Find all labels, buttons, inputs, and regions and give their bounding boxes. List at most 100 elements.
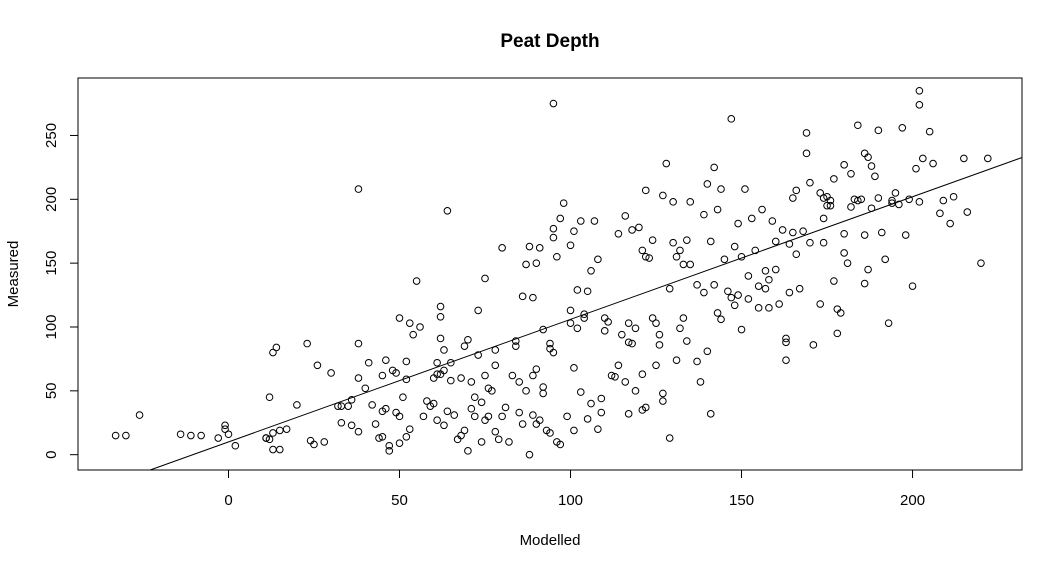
data-point [457,374,465,382]
data-point [573,324,582,333]
data-point [395,439,404,447]
data-point [624,410,633,418]
data-point [730,242,739,251]
data-point [713,309,722,317]
data-point [816,300,825,308]
data-point [693,357,701,366]
data-point [635,223,643,232]
data-point [364,358,373,367]
data-point [529,411,537,419]
data-point [795,284,804,293]
data-point [505,438,513,446]
data-point [819,238,828,247]
data-point [474,306,482,315]
data-point [665,434,674,442]
data-point [881,255,889,264]
data-point [488,387,496,395]
data-point [440,421,448,430]
data-point [963,208,972,216]
data-point [908,282,917,290]
data-point [590,217,599,225]
data-point [511,337,520,345]
data-point [840,161,848,169]
data-point [662,159,671,168]
data-point [741,185,749,193]
data-point [874,194,883,202]
data-point [221,421,229,430]
data-point [655,341,664,349]
data-point [775,300,783,308]
x-tick-label: 150 [729,492,754,509]
data-point [539,325,547,334]
data-point [734,291,742,299]
data-point [826,201,835,210]
data-point [765,275,773,284]
data-point [686,260,695,269]
data-point [607,371,616,380]
data-point [187,431,195,440]
data-point [823,201,831,210]
data-point [275,445,284,454]
data-point [382,356,390,364]
data-point [361,384,370,393]
data-point [679,260,688,269]
x-tick-label: 50 [391,492,408,509]
data-point [354,185,363,193]
data-point [710,163,718,172]
data-point [833,329,842,338]
data-point [576,388,585,396]
data-point [214,434,223,442]
data-point [778,226,787,234]
data-point [727,293,736,302]
data-point [628,226,636,234]
data-point [898,123,907,132]
data-point [628,339,636,348]
y-tick-label: 50 [43,382,60,399]
data-point [768,217,777,225]
data-point [423,397,431,405]
data-point [884,319,893,327]
data-point [614,361,623,370]
data-point [320,438,329,446]
data-point [915,198,924,206]
data-point [535,416,544,425]
data-point [819,194,828,202]
data-point [436,334,445,343]
data-point [809,341,818,349]
data-point [293,401,301,409]
data-point [464,335,472,344]
data-point [467,404,476,413]
data-point [436,302,445,311]
data-point [621,378,630,386]
data-point [498,412,506,421]
data-point [498,244,506,252]
data-point [303,339,311,348]
data-point [447,358,455,367]
data-point [570,227,578,236]
data-point [669,198,677,206]
data-point [518,420,527,428]
data-point [477,438,486,446]
data-point [652,361,660,370]
data-point [275,426,284,435]
data-point [546,429,554,437]
data-point [313,361,322,370]
data-point [949,192,958,201]
data-point [539,383,547,391]
data-point [854,121,862,130]
data-point [891,189,900,197]
data-point [111,431,120,440]
data-point [597,394,606,403]
data-point [269,348,277,357]
data-point [672,252,681,261]
data-point [443,407,452,416]
data-point [693,281,701,289]
data-point [683,236,691,244]
data-point [429,399,438,408]
data-point [515,378,524,386]
data-point [901,231,910,239]
data-point [624,319,633,327]
data-point [802,129,811,137]
data-point [977,259,985,267]
